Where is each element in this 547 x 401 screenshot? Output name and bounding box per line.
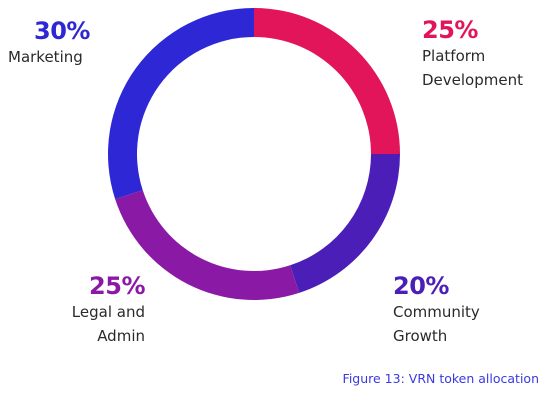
name-community-growth-line2: Growth: [393, 327, 448, 345]
percent-legal-and-admin: 25%: [89, 272, 145, 300]
name-marketing-line1: Marketing: [8, 48, 83, 66]
label-platform-development: 25% Platform Development: [422, 16, 523, 92]
percent-community-growth: 20%: [393, 272, 449, 300]
label-community-growth: 20% Community Growth: [393, 272, 480, 348]
name-legal-and-admin-line1: Legal and: [71, 303, 145, 321]
figure-caption: Figure 13: VRN token allocation: [342, 371, 539, 386]
donut-slice-legal-and-admin: [115, 190, 300, 300]
donut-slice-community-growth: [290, 154, 400, 293]
label-marketing: 30% Marketing: [8, 17, 90, 69]
name-legal-and-admin-line2: Admin: [97, 327, 145, 345]
name-community-growth-line1: Community: [393, 303, 480, 321]
donut-slice-marketing: [107, 8, 254, 200]
donut-slice-platform-development: [254, 8, 400, 154]
percent-platform-development: 25%: [422, 16, 478, 44]
name-platform-development-line1: Platform: [422, 47, 486, 65]
percent-marketing: 30%: [34, 17, 90, 45]
name-platform-development-line2: Development: [422, 71, 523, 89]
label-legal-and-admin: 25% Legal and Admin: [71, 272, 146, 348]
